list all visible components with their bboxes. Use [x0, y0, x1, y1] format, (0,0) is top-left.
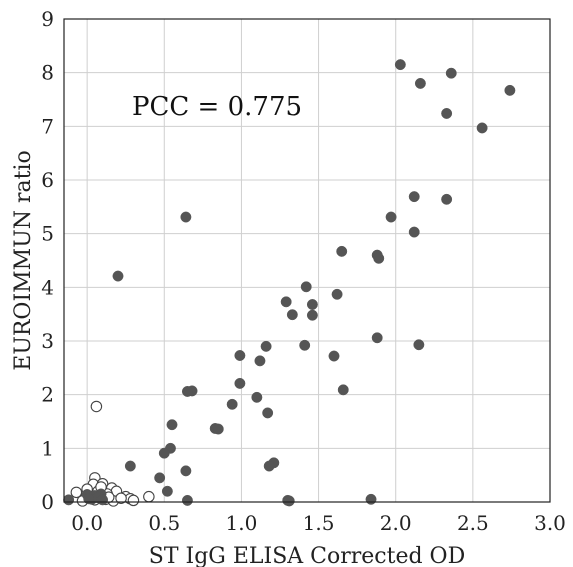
filled-point: [445, 67, 457, 79]
filled-point: [283, 495, 295, 507]
filled-point: [158, 447, 170, 459]
filled-point: [394, 59, 406, 71]
filled-point: [408, 191, 420, 203]
filled-point: [112, 270, 124, 282]
filled-point: [212, 423, 224, 435]
y-tick-label: 7: [41, 114, 54, 138]
y-tick-label: 3: [41, 329, 54, 353]
filled-point: [263, 460, 275, 472]
filled-point: [408, 226, 420, 238]
filled-point: [181, 494, 193, 506]
filled-point: [181, 385, 193, 397]
filled-point: [306, 299, 318, 310]
x-axis-title: ST IgG ELISA Corrected OD: [149, 544, 465, 567]
y-axis-title: EUROIMMUN ratio: [11, 150, 36, 370]
x-tick-label: 2.0: [380, 511, 412, 535]
filled-point: [328, 350, 340, 362]
filled-point: [336, 245, 348, 257]
filled-point: [504, 84, 516, 96]
y-tick-label: 0: [41, 490, 54, 514]
data-points: [63, 59, 516, 507]
y-tick-label: 2: [41, 383, 54, 407]
filled-point: [373, 252, 385, 264]
filled-point: [260, 340, 272, 352]
filled-point: [441, 193, 453, 205]
x-tick-label: 2.5: [457, 511, 489, 535]
filled-point: [299, 339, 311, 351]
filled-point: [385, 211, 397, 223]
filled-point: [414, 77, 426, 89]
filled-point: [476, 122, 488, 134]
filled-point: [83, 493, 95, 505]
plot-frame: [63, 18, 551, 503]
y-tick-label: 1: [41, 436, 54, 460]
open-point: [70, 486, 83, 499]
filled-point: [300, 281, 312, 293]
open-point: [90, 400, 103, 413]
filled-point: [161, 485, 173, 497]
x-tick-label: 0.5: [148, 511, 180, 535]
filled-point: [280, 296, 292, 308]
filled-point: [365, 493, 377, 505]
filled-point: [226, 398, 238, 410]
filled-point: [180, 465, 192, 477]
filled-point: [254, 355, 266, 367]
tick-labels: 0.0 0.5 1.0 1.5 2.0 2.5 3.0 0 1 2 3 4 5 6 7 8 9: [41, 7, 566, 535]
y-tick-label: 4: [41, 275, 54, 299]
y-tick-label: 8: [41, 61, 54, 85]
filled-point: [306, 309, 318, 321]
filled-point: [262, 407, 274, 419]
filled-point: [234, 377, 246, 389]
filled-point: [97, 494, 109, 506]
filled-point: [63, 494, 75, 506]
filled-point: [413, 339, 425, 351]
filled-point: [154, 472, 166, 484]
x-tick-label: 3.0: [534, 511, 566, 535]
filled-point: [371, 332, 383, 344]
filled-point: [124, 460, 136, 472]
open-point: [127, 494, 140, 507]
x-tick-label: 1.0: [226, 511, 258, 535]
filled-point: [251, 391, 263, 403]
y-tick-label: 5: [41, 222, 54, 246]
pcc-annotation: PCC = 0.775: [132, 92, 302, 122]
filled-point: [331, 288, 343, 300]
filled-point: [180, 211, 192, 223]
x-tick-label: 0.0: [71, 511, 103, 535]
filled-point: [441, 108, 453, 119]
open-point: [115, 492, 127, 504]
y-tick-label: 6: [41, 168, 54, 192]
filled-point: [286, 309, 298, 321]
filled-point: [337, 384, 349, 396]
filled-point: [234, 350, 246, 361]
y-tick-label: 9: [41, 7, 54, 31]
open-point: [143, 490, 155, 503]
filled-point: [166, 419, 178, 431]
x-tick-label: 1.5: [303, 511, 335, 535]
